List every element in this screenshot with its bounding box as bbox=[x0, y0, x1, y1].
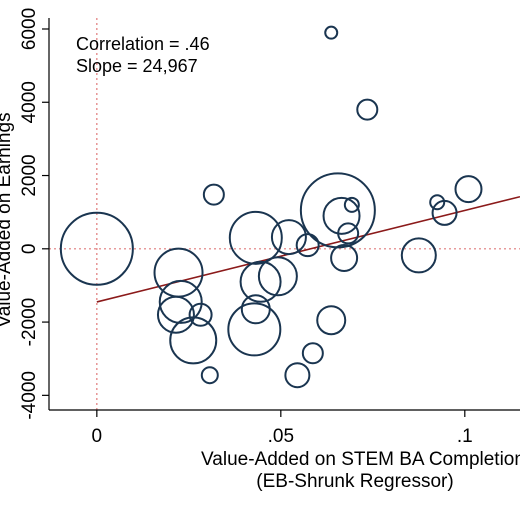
reference-lines bbox=[49, 18, 520, 410]
bubble-point bbox=[158, 279, 203, 324]
bubble-point bbox=[239, 260, 282, 303]
bubble-point bbox=[337, 222, 360, 245]
y-tick-label: 0 bbox=[19, 244, 40, 255]
y-ticks: -4000 -2000 0 2000 4000 6000 bbox=[19, 8, 49, 420]
axes bbox=[48, 18, 520, 411]
bubbles bbox=[59, 25, 483, 389]
bubble-point bbox=[343, 196, 360, 213]
bubble-point bbox=[316, 305, 347, 336]
bubble-point bbox=[356, 98, 379, 121]
bubble-point bbox=[295, 233, 320, 258]
y-tick-label: -4000 bbox=[19, 371, 40, 420]
correlation-annotation: Correlation = .46 bbox=[76, 34, 210, 54]
bubble-point bbox=[202, 183, 225, 206]
bubble-point bbox=[284, 362, 311, 389]
bubble-point bbox=[400, 237, 437, 274]
bubble-point bbox=[270, 219, 307, 256]
bubble-point bbox=[153, 247, 204, 298]
y-axis-label: Value-Added on Earnings bbox=[0, 112, 15, 327]
bubble-point bbox=[59, 211, 134, 286]
bubble-point bbox=[454, 175, 483, 204]
x-tick-label: .1 bbox=[457, 426, 473, 447]
x-tick-label: 0 bbox=[92, 426, 103, 447]
bubble-point bbox=[169, 316, 218, 365]
bubble-point bbox=[431, 199, 458, 226]
bubble-point bbox=[156, 295, 195, 334]
x-axis-label-line1: Value-Added on STEM BA Completion bbox=[201, 449, 520, 470]
bubble-point bbox=[257, 256, 298, 297]
bubble-point bbox=[301, 342, 324, 365]
x-ticks: 0 .05 .1 bbox=[92, 410, 473, 447]
slope-annotation: Slope = 24,967 bbox=[76, 56, 198, 76]
bubble-point bbox=[228, 210, 283, 265]
bubble-point bbox=[324, 25, 339, 40]
x-tick-label: .05 bbox=[268, 426, 294, 447]
bubble-point bbox=[322, 196, 361, 235]
bubble-point bbox=[429, 194, 446, 211]
bubble-point bbox=[188, 302, 213, 327]
x-axis-label-line2: (EB-Shrunk Regressor) bbox=[256, 471, 453, 492]
bubble-point bbox=[240, 294, 271, 325]
y-tick-label: 6000 bbox=[19, 8, 40, 50]
bubble-point bbox=[200, 366, 219, 385]
bubble-point bbox=[227, 302, 282, 357]
y-tick-label: 2000 bbox=[19, 154, 40, 196]
y-tick-label: -2000 bbox=[19, 298, 40, 347]
fit-line-group bbox=[96, 195, 520, 303]
bubble-point bbox=[330, 243, 359, 272]
y-tick-label: 4000 bbox=[19, 81, 40, 123]
fit-line bbox=[96, 195, 520, 303]
